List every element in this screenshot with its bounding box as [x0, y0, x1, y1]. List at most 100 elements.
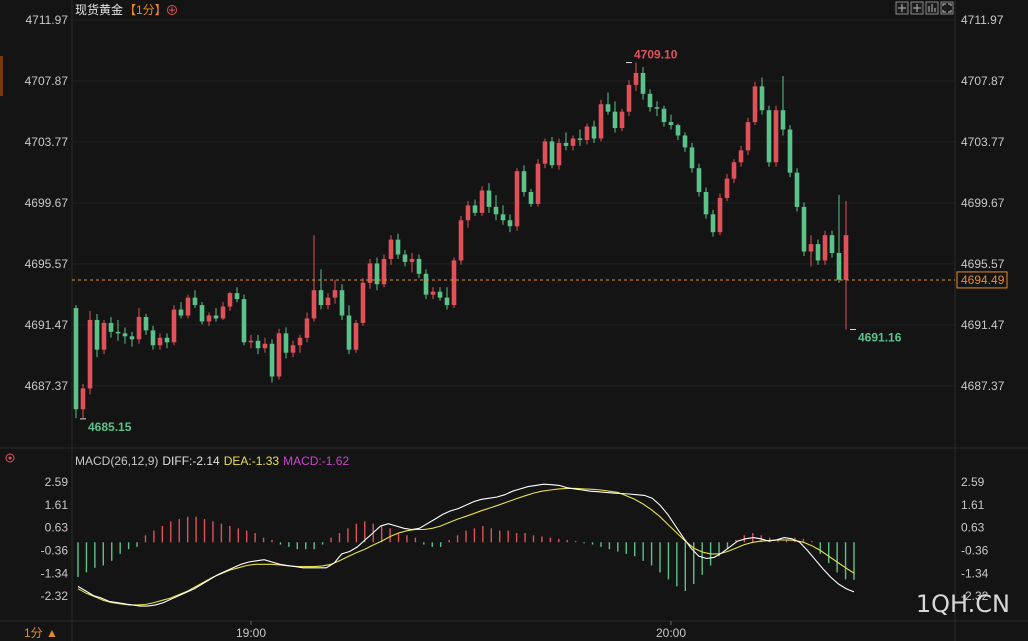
candle-body: [115, 331, 121, 334]
candle-body: [227, 293, 233, 307]
candle-body: [416, 258, 422, 274]
candle-body: [80, 388, 86, 410]
candle-body: [738, 150, 744, 163]
candle-body: [570, 138, 576, 146]
candle-body: [367, 263, 373, 283]
candle-body: [822, 235, 828, 261]
macd-lines: [77, 483, 855, 607]
candle-body: [444, 297, 450, 306]
chart-mode-icon[interactable]: [925, 1, 939, 15]
candle-body: [353, 322, 359, 350]
macd-settings-icon[interactable]: [5, 453, 15, 463]
candle-body: [157, 337, 163, 346]
candle-body: [374, 263, 380, 285]
candle-body: [773, 110, 779, 163]
diff-line: [77, 483, 855, 607]
candle-body: [402, 254, 408, 262]
price-tick-left: 4687.37: [25, 379, 69, 393]
candle-body: [465, 205, 471, 221]
candle-body: [584, 126, 590, 140]
time-tick-label: 20:00: [656, 626, 686, 640]
candle-body: [843, 235, 849, 280]
candle-body: [437, 291, 443, 298]
candle-body: [304, 318, 310, 338]
candle-body: [521, 171, 527, 193]
candle-body: [794, 172, 800, 207]
candle-body: [563, 142, 569, 146]
candle-body: [710, 214, 716, 233]
fullscreen-icon[interactable]: [940, 1, 954, 15]
price-tick-left: 4699.67: [25, 196, 69, 210]
expand-icon[interactable]: [910, 1, 924, 15]
price-tick-right: 4691.47: [961, 318, 1005, 332]
candle-body: [731, 162, 737, 179]
candle-body: [297, 337, 303, 346]
candle-body: [185, 297, 191, 316]
candle-body: [703, 192, 709, 215]
candle-body: [395, 239, 401, 255]
candle-body: [808, 244, 814, 252]
candle-body: [675, 125, 681, 136]
price-tick-right: 4695.57: [961, 257, 1005, 271]
period-selector[interactable]: 1分 ▲: [24, 626, 58, 640]
candle-body: [780, 110, 786, 130]
candle-body: [339, 290, 345, 316]
price-tick-right: 4711.97: [961, 13, 1004, 27]
macd-tick-right: -2.32: [961, 589, 989, 603]
extreme-price-label: 4685.15: [88, 420, 132, 434]
candle-body: [164, 337, 170, 343]
candle-body: [199, 305, 205, 322]
candle-body: [150, 330, 156, 346]
circle-plus-icon[interactable]: [167, 5, 177, 15]
candle-body: [766, 110, 772, 163]
candle-body: [255, 340, 261, 349]
candle-body: [360, 282, 366, 323]
candle-body: [136, 316, 142, 340]
candle-body: [332, 290, 338, 298]
candle-body: [409, 258, 415, 262]
price-annotations: 4694.49 4709.10 4685.15 4691.16: [72, 48, 1008, 434]
candle-body: [388, 239, 394, 259]
candle-body: [542, 141, 548, 164]
candle-body: [451, 260, 457, 306]
candle-body: [745, 122, 751, 151]
macd-tick-right: 2.59: [961, 475, 985, 489]
macd-histogram: [77, 516, 855, 591]
time-x-axis: 19:00 20:00: [236, 621, 686, 640]
macd-legend-item: MACD:-1.62: [283, 454, 349, 468]
candle-body: [192, 297, 198, 306]
macd-y-axis: 2.59 2.59 1.61 1.61 0.63 0.63 -0.36 -0.36 -1.34 -…: [41, 475, 989, 603]
candle-body: [486, 190, 492, 207]
candle-body: [423, 273, 429, 295]
candle-body: [269, 343, 275, 377]
candle-body: [815, 244, 821, 261]
candle-body: [577, 138, 583, 140]
candle-body: [220, 306, 226, 319]
candle-body: [122, 333, 128, 337]
extreme-price-label: 4709.10: [634, 48, 678, 62]
period-label: 【1分】: [124, 3, 167, 17]
candle-body: [801, 206, 807, 252]
candle-body: [472, 205, 478, 213]
price-tick-left: 4703.77: [25, 135, 69, 149]
candle-body: [178, 309, 184, 316]
candle-body: [318, 290, 324, 306]
candle-body: [73, 308, 79, 410]
candle-body: [549, 141, 555, 166]
candle-body: [129, 336, 135, 340]
candle-body: [290, 345, 296, 353]
macd-legend-item: DEA:-1.33: [224, 454, 280, 468]
price-tick-left: 4707.87: [25, 74, 69, 88]
candle-body: [535, 163, 541, 204]
price-tick-right: 4703.77: [961, 135, 1005, 149]
macd-tick-left: -0.36: [41, 544, 69, 558]
candle-body: [682, 135, 688, 148]
crosshair-icon[interactable]: [895, 1, 909, 15]
macd-tick-right: 0.63: [961, 521, 985, 535]
candle-body: [493, 206, 499, 215]
period-selector-label[interactable]: 1分 ▲: [24, 626, 58, 640]
candle-body: [206, 315, 212, 322]
candle-body: [619, 111, 625, 129]
